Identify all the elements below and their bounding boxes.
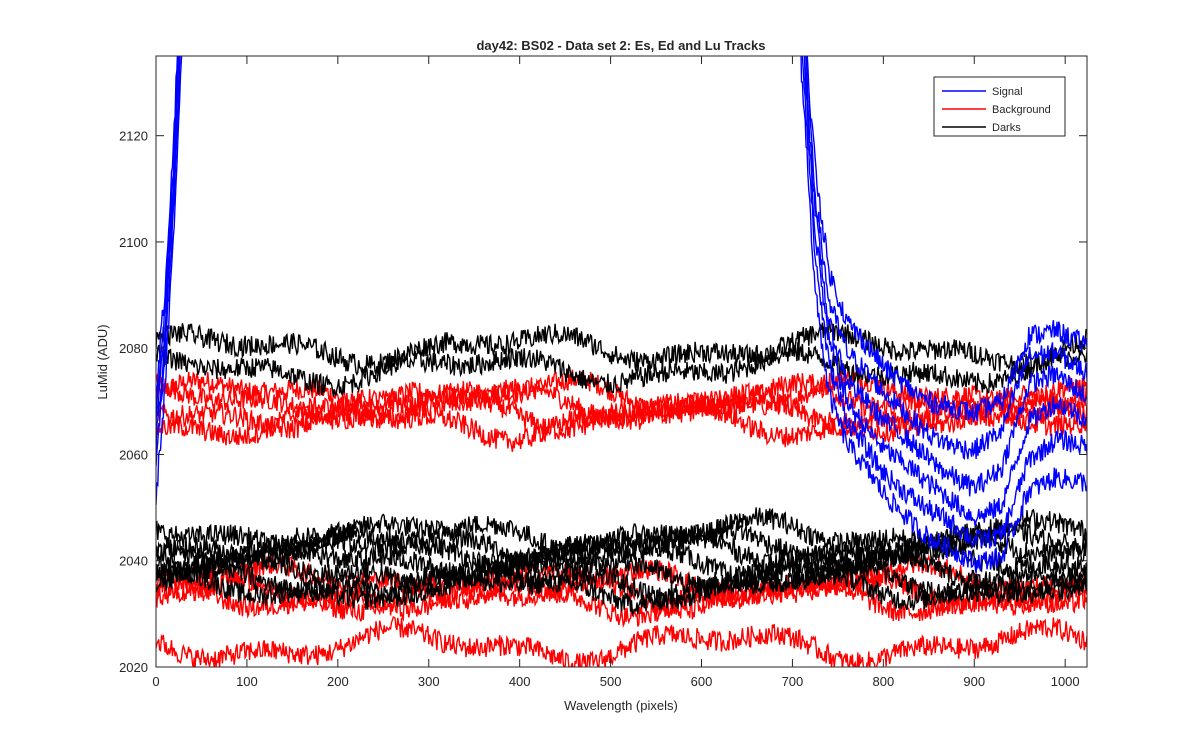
x-axis: 0 100 200 300 400 500 600 700 800 900 1000 [152,56,1080,689]
signal-trace [156,56,1087,527]
y-axis-label: LuMid (ADU) [95,324,110,399]
legend-entry-label: Signal [992,86,1023,98]
x-tick-label: 0 [152,674,159,689]
legend-entry-label: Background [992,104,1051,116]
y-tick-label: 2040 [119,554,148,569]
x-tick-label: 200 [327,674,349,689]
darks-trace [156,342,1087,397]
y-tick-label: 2020 [119,660,148,675]
y-tick-label: 2100 [119,235,148,250]
x-tick-label: 100 [236,674,258,689]
y-tick-label: 2120 [119,129,148,144]
x-tick-label: 600 [691,674,713,689]
background-trace [156,616,1087,667]
y-tick-label: 2080 [119,341,148,356]
legend: Signal Background Darks [933,76,1066,137]
series-layer [156,56,1087,667]
legend-box [933,76,1066,137]
x-tick-label: 300 [418,674,440,689]
x-tick-label: 1000 [1051,674,1080,689]
signal-trace [156,56,1087,424]
x-tick-label: 500 [600,674,622,689]
x-tick-label: 800 [872,674,894,689]
x-tick-label: 400 [509,674,531,689]
signal-trace [156,56,1087,497]
legend-entry-label: Darks [992,122,1021,134]
x-tick-label: 900 [963,674,985,689]
signal-trace [156,56,1087,549]
background-trace [156,394,1087,452]
y-tick-label: 2060 [119,447,148,462]
signal-trace [156,56,1087,461]
darks-trace [156,561,1087,617]
x-axis-label: Wavelength (pixels) [564,698,678,713]
signal-trace [156,56,1087,574]
chart-title: day42: BS02 - Data set 2: Es, Ed and Lu … [476,38,765,53]
y-axis: 2020 2040 2060 2080 2100 2120 [119,129,1087,675]
x-tick-label: 700 [782,674,804,689]
darks-trace [156,320,1087,377]
darks-trace [156,543,1087,597]
plot-frame [155,55,1088,668]
